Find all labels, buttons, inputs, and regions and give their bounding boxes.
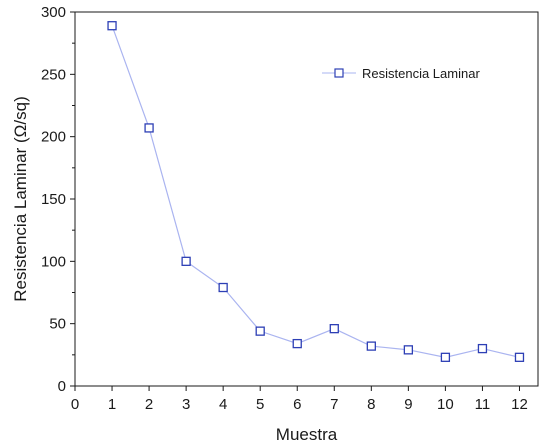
data-point: [255, 326, 265, 336]
data-point: [144, 123, 154, 133]
legend: Resistencia Laminar: [322, 66, 480, 81]
data-point: [292, 338, 302, 349]
y-tick-label: 200: [41, 129, 66, 146]
y-tick-label: 0: [58, 378, 66, 395]
data-point: [329, 324, 339, 334]
x-tick-label: 9: [404, 396, 412, 413]
x-axis-title: Muestra: [276, 425, 338, 444]
x-tick-label: 2: [145, 396, 153, 413]
y-tick-label: 300: [41, 4, 66, 21]
x-tick-label: 7: [330, 396, 338, 413]
legend-label: Resistencia Laminar: [362, 66, 480, 81]
x-tick-label: 12: [511, 396, 528, 413]
y-tick-label: 50: [49, 316, 66, 333]
data-point: [514, 352, 525, 362]
data-point: [218, 282, 228, 293]
data-point: [403, 345, 414, 355]
data-point: [181, 256, 191, 266]
data-point: [440, 352, 451, 362]
x-tick-label: 0: [71, 396, 79, 413]
y-tick-label: 100: [41, 253, 66, 270]
y-tick-label: 150: [41, 191, 66, 208]
x-tick-label: 5: [256, 396, 264, 413]
x-axis-ticks: 0 1 2 3 4 5 6 7 8 9 10 11 12: [71, 386, 528, 413]
data-point: [107, 21, 117, 31]
x-tick-label: 6: [293, 396, 301, 413]
y-tick-label: 250: [41, 66, 66, 83]
y-axis-ticks: 0 50 100 150 200 250 300: [41, 4, 75, 395]
y-axis-title: Resistencia Laminar (Ω/sq): [11, 96, 30, 301]
x-tick-label: 8: [367, 396, 375, 413]
x-tick-label: 10: [437, 396, 454, 413]
series-line: [111, 25, 520, 358]
x-tick-label: 1: [108, 396, 116, 413]
x-tick-label: 11: [475, 396, 491, 413]
series-group: [107, 21, 525, 362]
data-point: [477, 343, 488, 354]
data-point: [366, 341, 376, 351]
x-tick-label: 4: [219, 396, 227, 413]
x-tick-label: 3: [182, 396, 190, 413]
legend-marker: [334, 68, 344, 78]
